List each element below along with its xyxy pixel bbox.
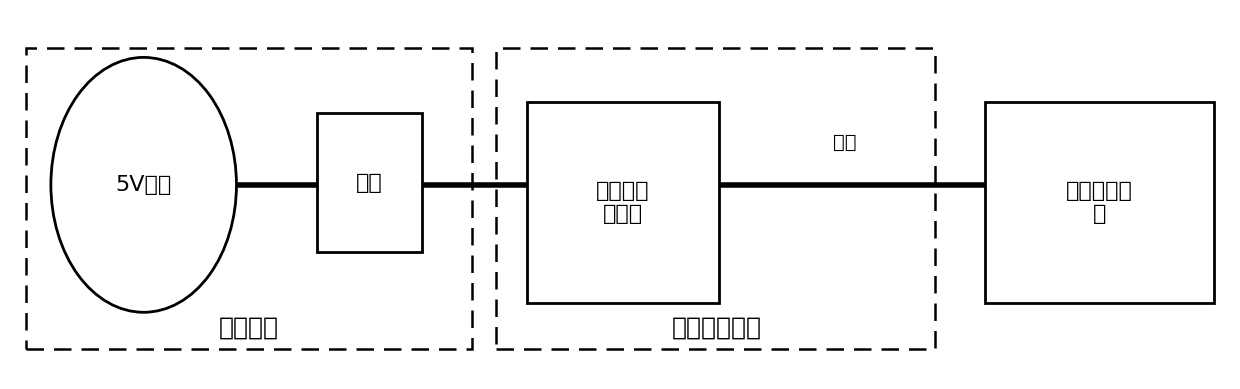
Bar <box>26 48 471 349</box>
Text: 在线封装平台: 在线封装平台 <box>672 316 761 340</box>
Text: 光纤: 光纤 <box>833 133 857 152</box>
Text: 电阻: 电阻 <box>356 173 383 193</box>
Bar <box>527 102 719 303</box>
Ellipse shape <box>51 58 237 312</box>
Text: 固定好的
耦合器: 固定好的 耦合器 <box>596 180 650 224</box>
Text: 电源系统: 电源系统 <box>218 316 279 340</box>
Bar <box>496 48 935 349</box>
Text: 5V电源: 5V电源 <box>115 175 172 195</box>
Text: 光功率测试
仪: 光功率测试 仪 <box>1066 180 1133 224</box>
Bar <box>985 102 1214 303</box>
Bar <box>317 113 422 252</box>
